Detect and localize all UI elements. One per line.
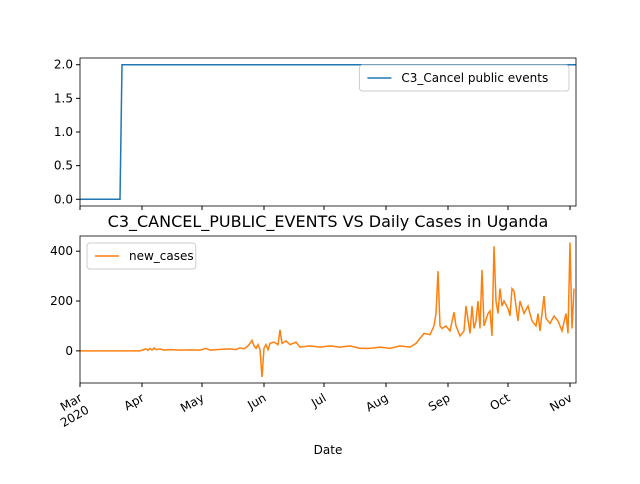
plot-area	[80, 242, 575, 378]
x-axis-label: Date	[314, 443, 343, 457]
y-tick-label: 2.0	[54, 58, 73, 72]
y-tick-label: 1.0	[54, 125, 73, 139]
legend-label: C3_Cancel public events	[401, 71, 548, 85]
y-tick-label: 1.5	[54, 91, 73, 105]
axes-frame	[79, 235, 577, 384]
x-tick-label: Nov	[547, 391, 574, 415]
x-tick-label: Jun	[244, 391, 268, 413]
legend-box	[86, 242, 197, 270]
y-tick-label: 0.0	[54, 192, 73, 206]
x-tick-label: Sep	[426, 391, 453, 414]
x-tick-label: May	[178, 391, 206, 416]
line	[80, 63, 576, 201]
y-tick-label: 0.5	[54, 159, 73, 173]
y-tick-label: 200	[50, 294, 73, 308]
x-tick-label: Mar2020	[51, 391, 91, 430]
axes-frame	[79, 57, 577, 207]
y-tick-label: 400	[50, 244, 73, 258]
x-tick-label: Oct	[488, 391, 513, 414]
line	[80, 242, 575, 378]
x-tick-label: Aug	[363, 391, 390, 415]
x-tick-label: Jul	[308, 391, 328, 411]
y-tick-label: 0	[65, 344, 73, 358]
x-tick-label: Apr	[122, 391, 147, 414]
plot-area	[80, 63, 576, 201]
legend-box	[358, 64, 570, 92]
chart-title: C3_CANCEL_PUBLIC_EVENTS VS Daily Cases i…	[108, 212, 549, 232]
legend-label: new_cases	[129, 249, 194, 263]
